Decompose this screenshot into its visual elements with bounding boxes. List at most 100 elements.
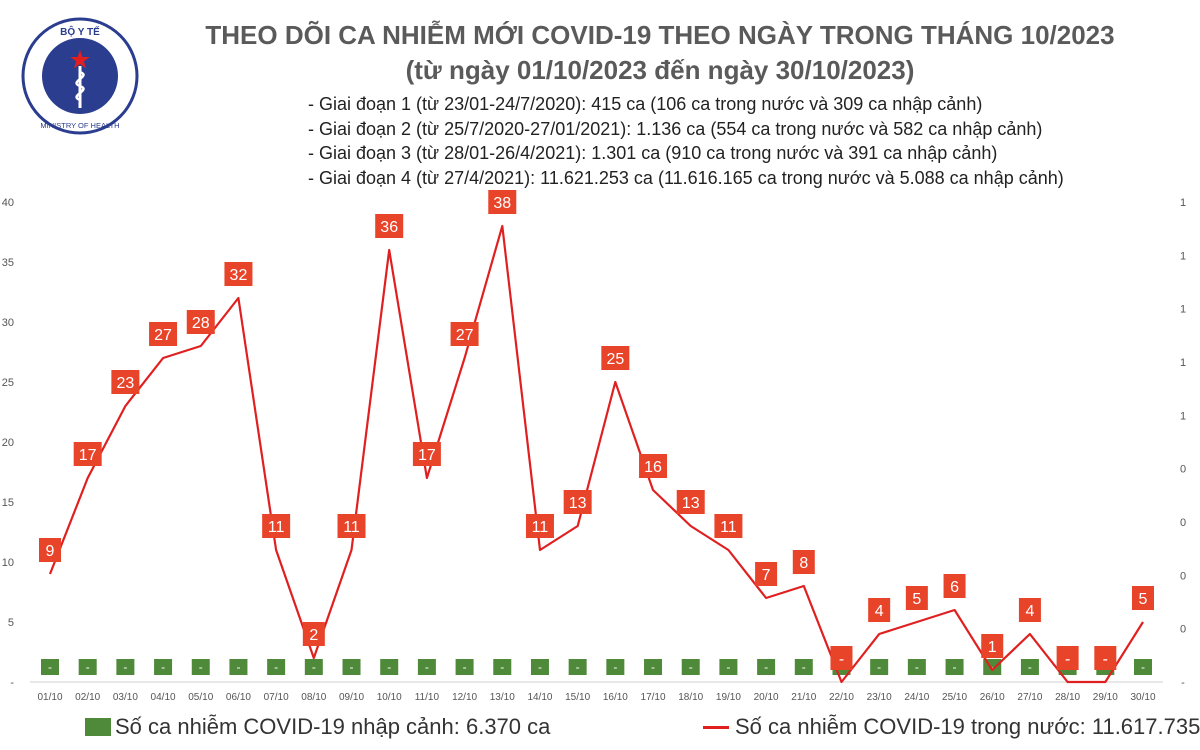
y-left-tick-label: - [10,677,14,689]
domestic-data-label: 1 [988,639,997,656]
x-tick-label: 09/10 [339,692,364,703]
y-right-tick-label: 0 [1180,517,1186,529]
domestic-point-marker [676,490,705,514]
ministry-of-health-logo: BỘ Y TẾ MINISTRY OF HEALTH [21,17,139,135]
domestic-data-label: 17 [79,447,97,464]
imported-bar-label: - [236,660,240,674]
imported-bar-label: - [877,660,881,674]
imported-bar-label: - [1141,660,1145,674]
imported-bar-label: - [990,660,994,674]
x-tick-label: 14/10 [527,692,552,703]
domestic-point-marker [1056,646,1079,670]
y-right-tick-label: 0 [1180,624,1186,636]
imported-bar [606,659,625,675]
x-tick-label: 06/10 [226,692,251,703]
imported-bar [380,659,399,675]
domestic-point-marker [830,646,853,670]
imported-bar [794,659,813,675]
domestic-point-marker [943,574,966,598]
imported-bar [417,659,436,675]
domestic-point-marker [1094,646,1117,670]
domestic-data-label: 11 [343,519,360,536]
domestic-data-label: - [1065,651,1070,668]
x-tick-label: 03/10 [113,692,138,703]
x-tick-label: 08/10 [301,692,326,703]
x-tick-label: 30/10 [1130,692,1155,703]
imported-bar-label: - [86,660,90,674]
domestic-point-marker [639,454,668,478]
imported-bar [342,659,361,675]
legend-domestic-swatch [703,725,729,729]
domestic-data-label: 27 [154,327,172,344]
x-tick-label: 27/10 [1017,692,1042,703]
domestic-data-label: 9 [46,543,55,560]
x-tick-label: 20/10 [754,692,779,703]
y-left-tick-label: 40 [2,197,14,209]
chart-subtitle: (từ ngày 01/10/2023 đến ngày 30/10/2023) [405,55,915,85]
imported-bar [568,659,587,675]
y-right-tick-label: 1 [1180,250,1186,262]
domestic-series-line [48,224,1144,684]
domestic-data-label: 8 [799,555,808,572]
x-tick-label: 11/10 [415,692,440,703]
x-tick-label: 01/10 [37,692,62,703]
domestic-data-label: 13 [569,495,587,512]
domestic-point-marker [563,490,592,514]
imported-bar [681,659,700,675]
domestic-data-label: 36 [380,219,398,236]
imported-bar [191,659,210,675]
imported-bar-label: - [387,660,391,674]
domestic-point-marker [714,514,743,538]
x-tick-label: 02/10 [75,692,100,703]
imported-bar [907,659,926,675]
y-right-tick-label: 1 [1180,410,1186,422]
domestic-point-marker [525,514,554,538]
imported-bar [493,659,512,675]
domestic-point-marker [111,370,140,394]
legend-imported: Số ca nhiễm COVID-19 nhập cảnh: 6.370 ca [85,714,550,740]
stage-item-3: - Giai đoạn 3 (từ 28/01-26/4/2021): 1.30… [308,143,998,163]
domestic-data-label: 25 [606,351,624,368]
domestic-data-label: 28 [192,315,210,332]
domestic-data-label: - [839,651,844,668]
imported-bar [116,659,135,675]
x-tick-label: 22/10 [829,692,854,703]
chart-title: THEO DÕI CA NHIỄM MỚI COVID-19 THEO NGÀY… [205,20,1115,50]
imported-bar-label: - [500,660,504,674]
domestic-point-marker [186,310,215,334]
x-tick-label: 23/10 [867,692,892,703]
imported-bar-label: - [613,660,617,674]
domestic-data-label: 11 [532,519,549,536]
stage-item-2: - Giai đoạn 2 (từ 25/7/2020-27/01/2021):… [308,118,1043,139]
y-right-tick-label: 1 [1180,357,1186,369]
x-tick-label: 10/10 [377,692,402,703]
imported-bar [154,659,173,675]
imported-bar-label: - [802,660,806,674]
imported-bar-label: - [274,660,278,674]
x-tick-label: 18/10 [678,692,703,703]
x-tick-label: 16/10 [603,692,628,703]
domestic-point-marker [39,538,61,562]
imported-bar-label: - [953,660,957,674]
x-tick-label: 04/10 [151,692,176,703]
domestic-point-marker [375,214,404,238]
logo-top-text: BỘ Y TẾ [60,25,100,38]
y-right-tick-label: 1 [1180,197,1186,209]
imported-bar [1134,659,1152,675]
domestic-point-marker [981,634,1004,658]
domestic-point-marker [149,322,178,346]
y-left-tick-label: 5 [8,617,14,629]
x-tick-label: 13/10 [490,692,515,703]
imported-bar-label: - [1028,660,1032,674]
x-tick-label: 07/10 [264,692,289,703]
imported-bar [1020,659,1039,675]
domestic-point-marker [792,550,815,574]
domestic-data-label: 4 [875,603,884,620]
imported-bar-label: - [689,660,693,674]
imported-bar-label: - [199,660,203,674]
imported-bar [719,659,738,675]
imported-bar-label: - [576,660,580,674]
domestic-data-label: - [1103,651,1108,668]
domestic-point-marker [73,442,102,466]
